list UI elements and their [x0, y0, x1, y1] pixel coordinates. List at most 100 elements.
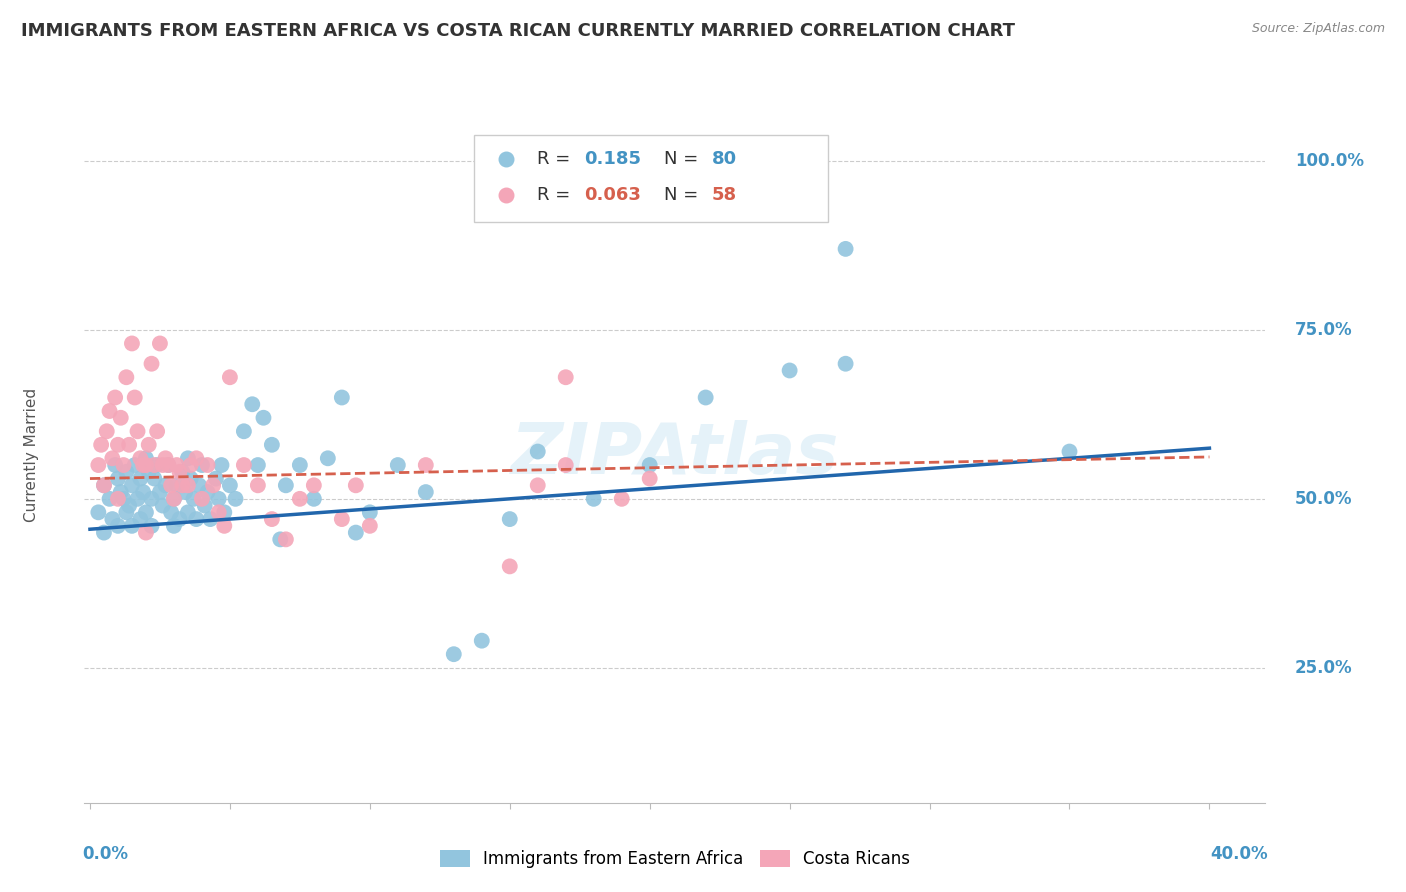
- FancyBboxPatch shape: [474, 135, 828, 222]
- Point: [163, 519, 186, 533]
- Point: [157, 458, 180, 472]
- Point: [166, 478, 188, 492]
- Point: [177, 451, 200, 466]
- Point: [695, 391, 717, 405]
- Point: [274, 533, 297, 547]
- Text: 100.0%: 100.0%: [1295, 152, 1364, 170]
- Point: [118, 438, 141, 452]
- Point: [302, 491, 325, 506]
- Point: [316, 451, 339, 466]
- Point: [152, 499, 174, 513]
- Point: [163, 491, 186, 506]
- Point: [443, 647, 465, 661]
- Point: [387, 458, 409, 472]
- Point: [208, 505, 231, 519]
- Point: [302, 478, 325, 492]
- Point: [104, 458, 127, 472]
- Point: [135, 525, 157, 540]
- Point: [214, 519, 236, 533]
- Point: [87, 505, 110, 519]
- Point: [180, 458, 202, 472]
- Point: [172, 465, 194, 479]
- Point: [124, 391, 146, 405]
- Text: Currently Married: Currently Married: [24, 388, 39, 522]
- Point: [1078, 240, 1101, 254]
- Point: [554, 458, 576, 472]
- Point: [149, 336, 172, 351]
- Point: [1078, 204, 1101, 219]
- Point: [115, 465, 138, 479]
- Point: [112, 491, 135, 506]
- Point: [98, 491, 121, 506]
- Text: 75.0%: 75.0%: [1295, 321, 1353, 339]
- Point: [93, 478, 115, 492]
- Point: [93, 525, 115, 540]
- Point: [87, 458, 110, 472]
- Point: [129, 451, 152, 466]
- Point: [200, 512, 222, 526]
- Point: [224, 491, 246, 506]
- Point: [155, 478, 177, 492]
- Point: [834, 357, 856, 371]
- Point: [526, 444, 548, 458]
- Point: [246, 458, 269, 472]
- Point: [177, 478, 200, 492]
- Text: N =: N =: [664, 150, 704, 169]
- Point: [160, 478, 183, 492]
- Text: 58: 58: [711, 186, 737, 204]
- Point: [344, 478, 367, 492]
- Point: [359, 505, 381, 519]
- Point: [121, 478, 143, 492]
- Point: [554, 370, 576, 384]
- Point: [211, 458, 233, 472]
- Point: [499, 512, 522, 526]
- Point: [260, 438, 283, 452]
- Point: [269, 533, 291, 547]
- Point: [188, 478, 211, 492]
- Point: [186, 512, 208, 526]
- Point: [232, 424, 254, 438]
- Point: [260, 512, 283, 526]
- Point: [526, 478, 548, 492]
- Point: [141, 357, 163, 371]
- Point: [93, 478, 115, 492]
- Point: [246, 478, 269, 492]
- Point: [107, 519, 129, 533]
- Point: [174, 485, 197, 500]
- Point: [107, 472, 129, 486]
- Point: [194, 499, 217, 513]
- Point: [141, 519, 163, 533]
- Text: Source: ZipAtlas.com: Source: ZipAtlas.com: [1251, 22, 1385, 36]
- Point: [219, 370, 242, 384]
- Point: [834, 242, 856, 256]
- Point: [132, 485, 155, 500]
- Point: [415, 458, 437, 472]
- Point: [166, 458, 188, 472]
- Point: [288, 491, 311, 506]
- Point: [135, 451, 157, 466]
- Text: 0.0%: 0.0%: [82, 845, 128, 863]
- Point: [202, 478, 225, 492]
- Text: 25.0%: 25.0%: [1295, 658, 1353, 677]
- Point: [98, 404, 121, 418]
- Point: [232, 458, 254, 472]
- Point: [146, 458, 169, 472]
- Point: [779, 363, 801, 377]
- Text: 40.0%: 40.0%: [1211, 845, 1268, 863]
- Point: [359, 519, 381, 533]
- Point: [96, 424, 118, 438]
- Point: [172, 478, 194, 492]
- Point: [146, 424, 169, 438]
- Point: [208, 491, 231, 506]
- Point: [157, 458, 180, 472]
- Point: [127, 424, 149, 438]
- Point: [169, 512, 191, 526]
- Point: [110, 410, 132, 425]
- Point: [214, 505, 236, 519]
- Point: [104, 391, 127, 405]
- Legend: Immigrants from Eastern Africa, Costa Ricans: Immigrants from Eastern Africa, Costa Ri…: [433, 843, 917, 874]
- Text: N =: N =: [664, 186, 704, 204]
- Point: [219, 478, 242, 492]
- Point: [143, 458, 166, 472]
- Point: [118, 499, 141, 513]
